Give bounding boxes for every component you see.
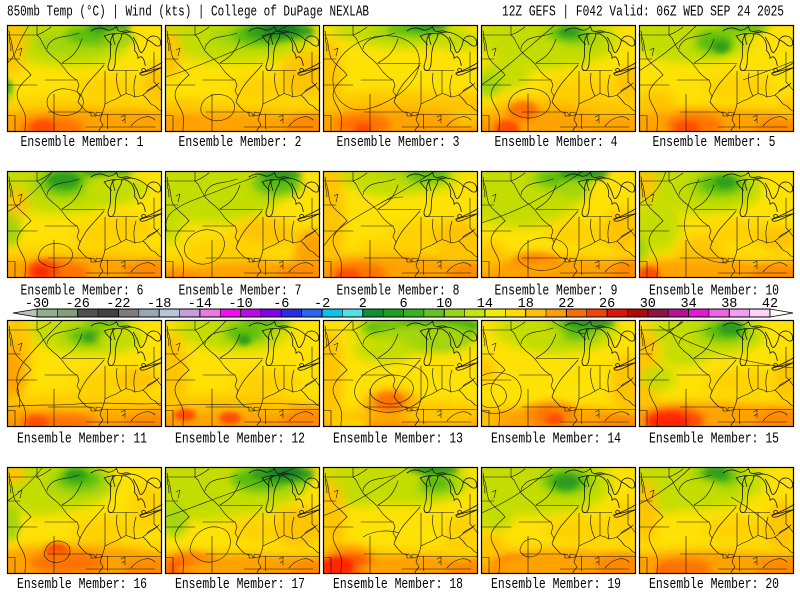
svg-text:850mb Temp (°C) | Wind (kts) |: 850mb Temp (°C) | Wind (kts) | College o… bbox=[7, 4, 369, 21]
svg-text:Ensemble Member: 20: Ensemble Member: 20 bbox=[649, 576, 779, 593]
svg-text:26: 26 bbox=[599, 297, 615, 312]
svg-text:-30: -30 bbox=[25, 297, 49, 312]
svg-text:Ensemble Member: 2: Ensemble Member: 2 bbox=[179, 134, 302, 151]
svg-text:34: 34 bbox=[680, 297, 696, 312]
svg-text:-26: -26 bbox=[66, 297, 90, 312]
svg-text:-14: -14 bbox=[188, 297, 212, 312]
svg-text:Ensemble Member: 13: Ensemble Member: 13 bbox=[333, 431, 463, 448]
svg-text:Ensemble Member: 19: Ensemble Member: 19 bbox=[491, 576, 621, 593]
svg-text:Ensemble Member: 17: Ensemble Member: 17 bbox=[175, 576, 305, 593]
svg-text:6: 6 bbox=[399, 297, 407, 312]
svg-text:Ensemble Member: 15: Ensemble Member: 15 bbox=[649, 431, 779, 448]
svg-text:38: 38 bbox=[721, 297, 737, 312]
svg-text:Ensemble Member: 4: Ensemble Member: 4 bbox=[495, 134, 618, 151]
svg-text:42: 42 bbox=[762, 297, 778, 312]
svg-text:Ensemble Member: 14: Ensemble Member: 14 bbox=[491, 431, 621, 448]
svg-text:Ensemble Member: 16: Ensemble Member: 16 bbox=[17, 576, 147, 593]
svg-text:2: 2 bbox=[359, 297, 367, 312]
svg-text:-18: -18 bbox=[147, 297, 171, 312]
svg-text:Ensemble Member: 11: Ensemble Member: 11 bbox=[17, 431, 147, 448]
svg-text:Ensemble Member: 1: Ensemble Member: 1 bbox=[21, 134, 144, 151]
svg-text:-6: -6 bbox=[273, 297, 289, 312]
svg-text:14: 14 bbox=[477, 297, 493, 312]
svg-text:22: 22 bbox=[558, 297, 574, 312]
svg-text:Ensemble Member: 9: Ensemble Member: 9 bbox=[495, 283, 618, 300]
svg-text:-10: -10 bbox=[228, 297, 252, 312]
svg-text:-2: -2 bbox=[314, 297, 330, 312]
svg-text:Ensemble Member: 7: Ensemble Member: 7 bbox=[179, 283, 302, 300]
svg-text:Ensemble Member: 5: Ensemble Member: 5 bbox=[653, 134, 776, 151]
svg-text:Ensemble Member: 12: Ensemble Member: 12 bbox=[175, 431, 305, 448]
svg-text:-22: -22 bbox=[106, 297, 130, 312]
svg-text:18: 18 bbox=[518, 297, 534, 312]
svg-text:Ensemble Member: 10: Ensemble Member: 10 bbox=[649, 283, 779, 300]
svg-text:Ensemble Member: 8: Ensemble Member: 8 bbox=[337, 283, 460, 300]
svg-text:30: 30 bbox=[640, 297, 656, 312]
svg-text:Ensemble Member: 18: Ensemble Member: 18 bbox=[333, 576, 463, 593]
svg-text:Ensemble Member: 3: Ensemble Member: 3 bbox=[337, 134, 460, 151]
svg-text:Ensemble Member: 6: Ensemble Member: 6 bbox=[21, 283, 144, 300]
svg-text:10: 10 bbox=[436, 297, 452, 312]
svg-text:12Z GEFS | F042 Valid: 06Z WED: 12Z GEFS | F042 Valid: 06Z WED SEP 24 20… bbox=[502, 4, 784, 21]
